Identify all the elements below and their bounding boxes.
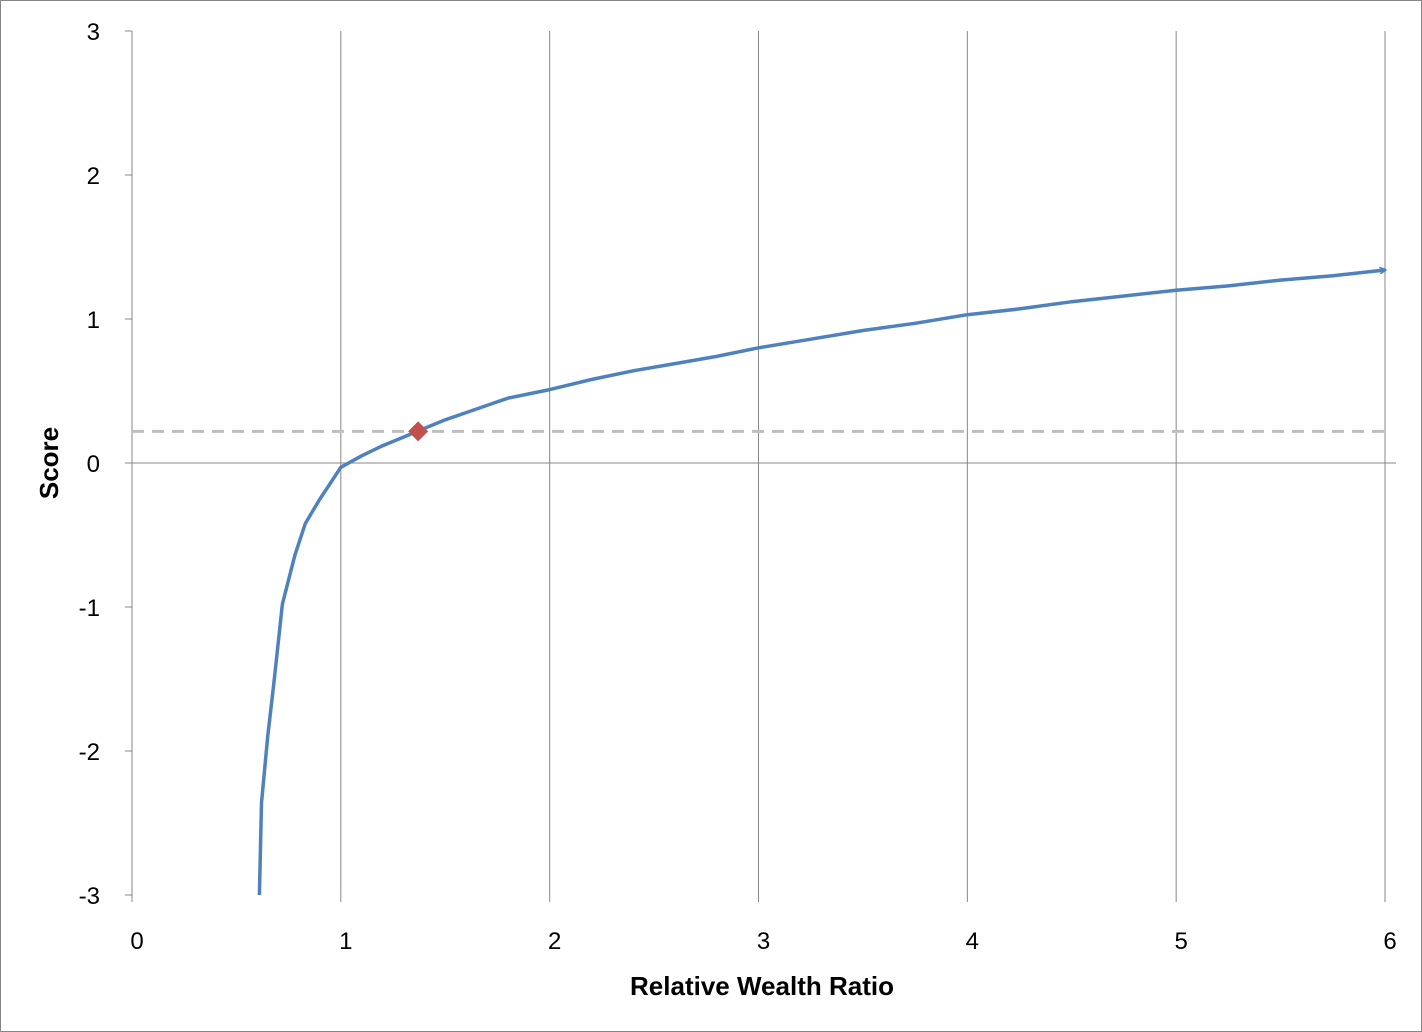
x-axis-title: Relative Wealth Ratio [630, 971, 894, 1001]
series-layer [132, 270, 1385, 896]
axes [125, 30, 1396, 902]
y-tick-label: 1 [87, 307, 100, 334]
y-tick-label: 3 [87, 19, 100, 46]
tick-labels: 0 1 2 3 4 5 6 3 2 1 0 -1 -2 -3 [79, 19, 1397, 955]
x-tick-label: 1 [339, 928, 352, 955]
x-tick-label: 6 [1383, 928, 1396, 955]
x-tick-label: 2 [548, 928, 561, 955]
marker-diamond [408, 421, 429, 442]
x-tick-label: 0 [130, 928, 143, 955]
y-tick-label: 0 [87, 451, 100, 478]
score-curve-line [257, 270, 1385, 896]
y-tick-label: -2 [79, 739, 100, 766]
y-tick-label: -1 [79, 595, 100, 622]
y-axis-title: Score [34, 427, 64, 499]
x-tick-label: 4 [966, 928, 979, 955]
x-tick-label: 5 [1174, 928, 1187, 955]
y-tick-label: -3 [79, 883, 100, 910]
y-tick-label: 2 [87, 163, 100, 190]
x-tick-label: 3 [757, 928, 770, 955]
